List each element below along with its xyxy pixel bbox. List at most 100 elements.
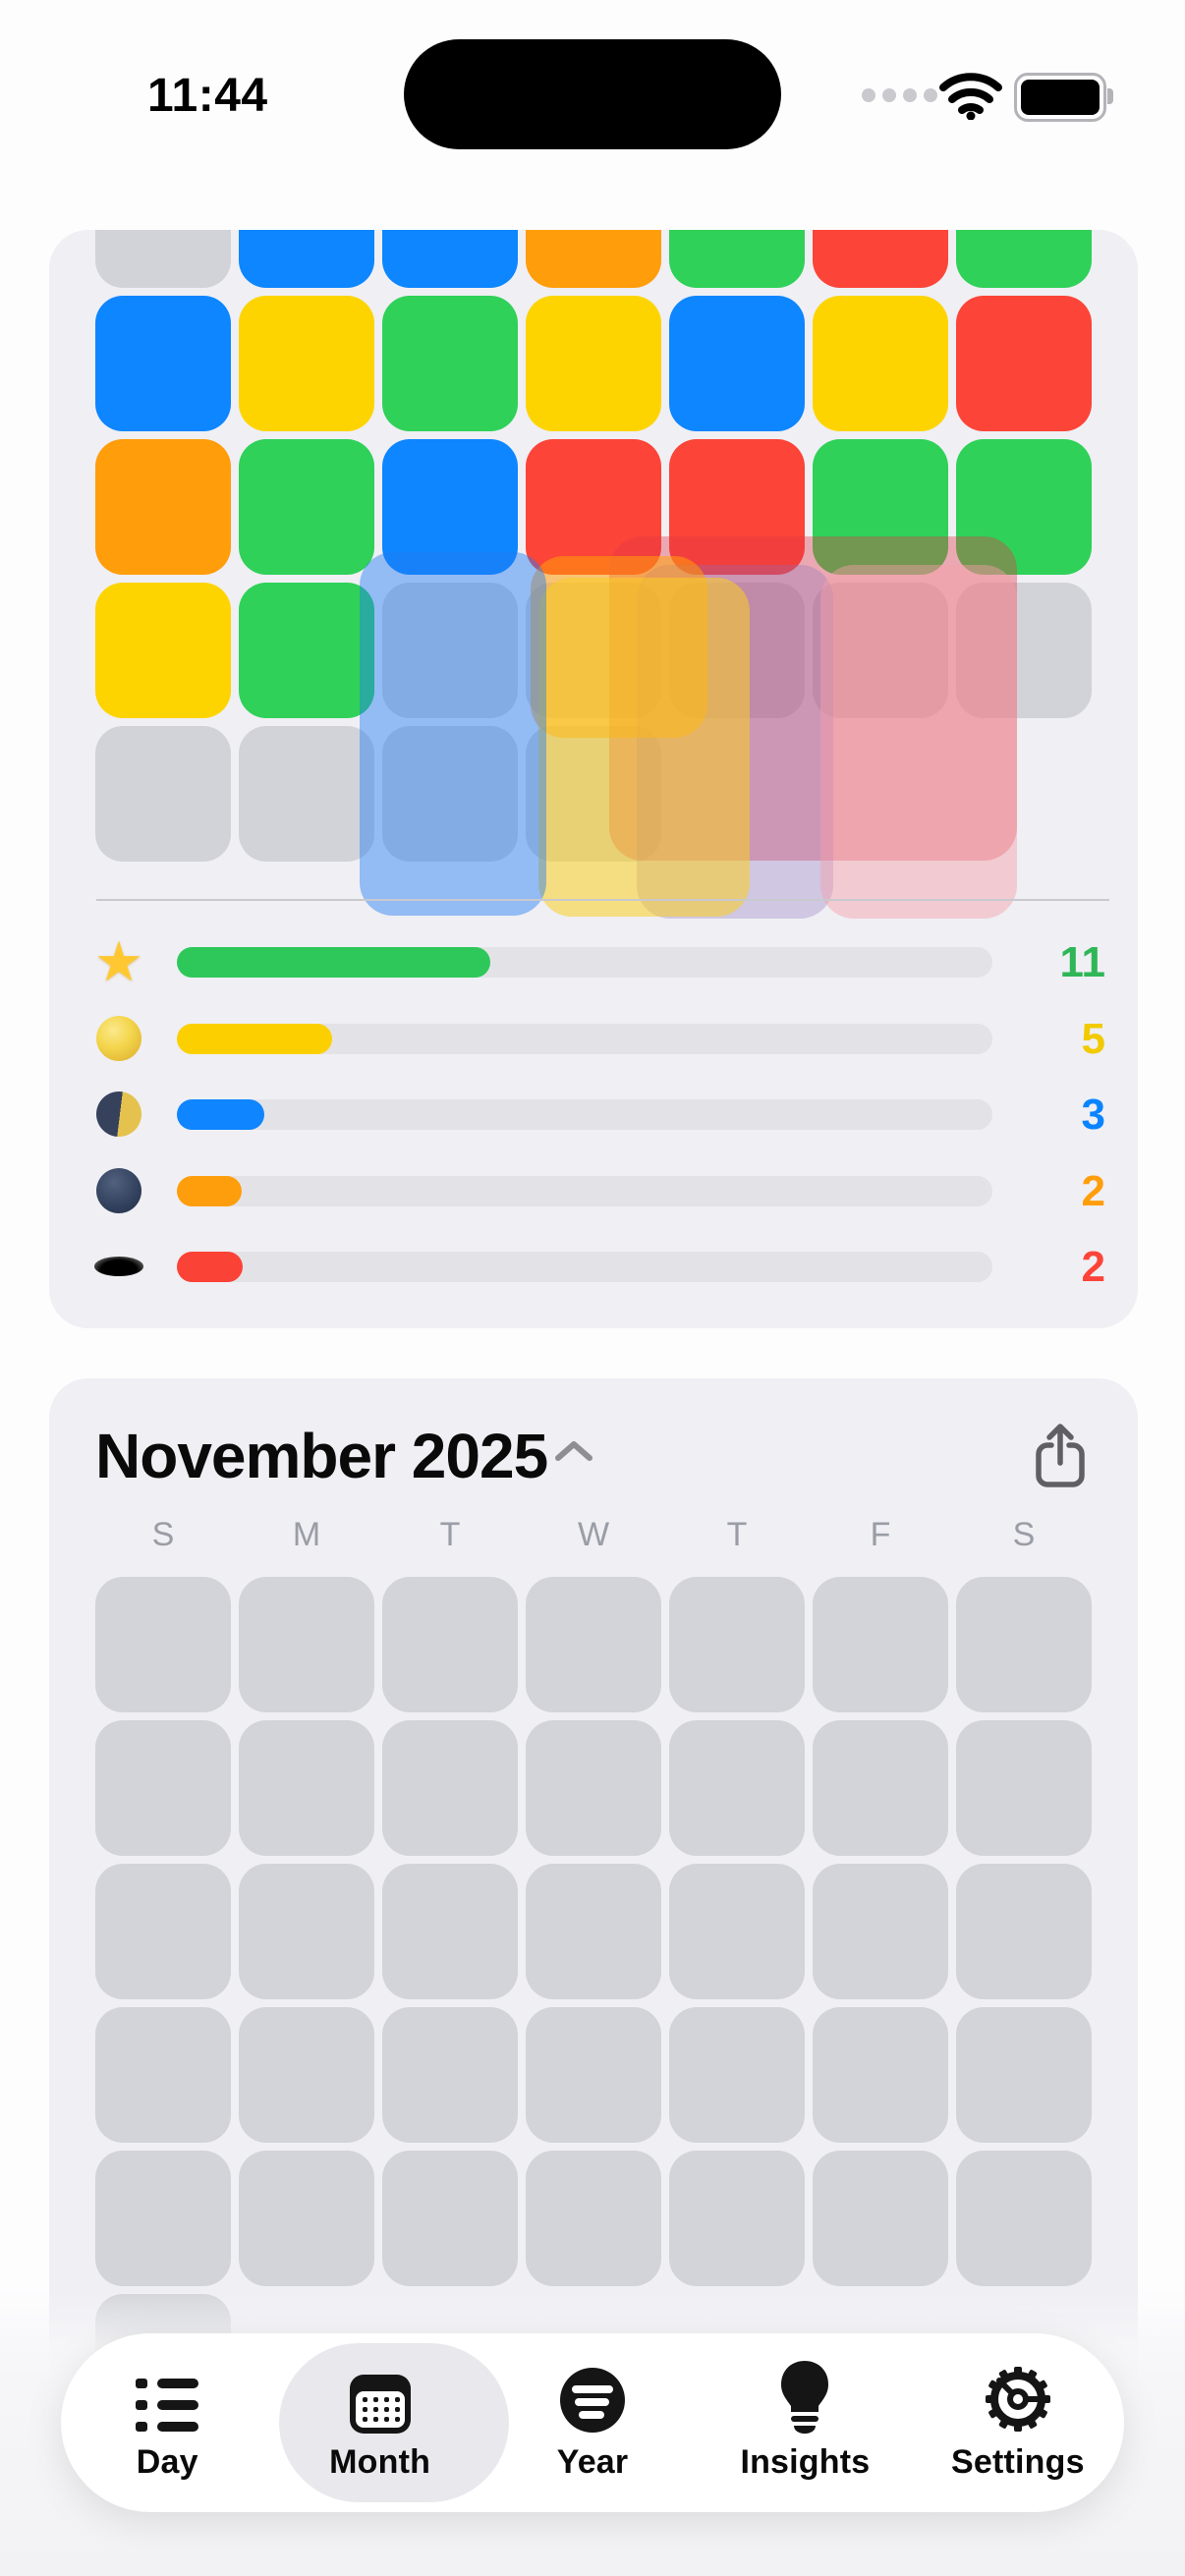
calendar-day-cell[interactable] bbox=[956, 2151, 1092, 2286]
legend-row-half-moon: 3 bbox=[49, 1086, 1138, 1143]
legend-row-full-moon: 5 bbox=[49, 1010, 1138, 1067]
calendar-icon bbox=[349, 2365, 411, 2434]
tab-bar: Day Month Year Insights Settings bbox=[61, 2333, 1124, 2512]
legend-bar-fill bbox=[177, 1099, 264, 1130]
calendar-day-cell[interactable] bbox=[526, 1720, 661, 1856]
mood-cell-r5c2[interactable] bbox=[239, 726, 374, 862]
mood-cell-r2c4[interactable] bbox=[526, 296, 661, 431]
calendar-day-cell[interactable] bbox=[526, 2151, 661, 2286]
mood-cell-r5c1[interactable] bbox=[95, 726, 231, 862]
calendar-day-cell[interactable] bbox=[239, 1864, 374, 1999]
calendar-day-cell[interactable] bbox=[813, 1577, 948, 1712]
calendar-day-cell[interactable] bbox=[669, 2151, 805, 2286]
tabs: Day Month Year Insights Settings bbox=[61, 2333, 1124, 2512]
calendar-day-cell[interactable] bbox=[95, 1720, 231, 1856]
legend-count: 3 bbox=[1081, 1091, 1105, 1139]
calendar-day-cell[interactable] bbox=[526, 1577, 661, 1712]
mood-cell-r2c1[interactable] bbox=[95, 296, 231, 431]
mood-cell-r1c4[interactable] bbox=[526, 230, 661, 288]
weekday-label: T bbox=[439, 1516, 461, 1553]
weekday-label: S bbox=[151, 1516, 175, 1553]
calendar-day-cell[interactable] bbox=[239, 2151, 374, 2286]
mood-cell-r1c6[interactable] bbox=[813, 230, 948, 288]
calendar-day-cell[interactable] bbox=[813, 1720, 948, 1856]
calendar-day-cell[interactable] bbox=[95, 2007, 231, 2143]
tab-label: Insights bbox=[740, 2442, 871, 2481]
legend-bar-track bbox=[177, 947, 992, 978]
status-bar: 11:44 bbox=[0, 0, 1185, 159]
cellular-dots-icon bbox=[862, 88, 937, 102]
tab-label: Day bbox=[136, 2442, 198, 2481]
mood-cell-r2c2[interactable] bbox=[239, 296, 374, 431]
calendar-day-cell[interactable] bbox=[813, 1864, 948, 1999]
battery-full-icon bbox=[1014, 73, 1113, 122]
tab-settings[interactable]: Settings bbox=[912, 2333, 1124, 2512]
calendar-title: November 2025 bbox=[95, 1421, 548, 1491]
calendar-day-cell[interactable] bbox=[239, 2007, 374, 2143]
chevron-up-icon[interactable] bbox=[553, 1439, 594, 1463]
calendar-day-cell[interactable] bbox=[95, 1864, 231, 1999]
calendar-day-cell[interactable] bbox=[382, 2007, 518, 2143]
calendar-day-cell[interactable] bbox=[239, 1720, 374, 1856]
legend-bar-fill bbox=[177, 1175, 242, 1206]
tab-day[interactable]: Day bbox=[61, 2333, 273, 2512]
mood-cell-r2c3[interactable] bbox=[382, 296, 518, 431]
mood-cell-r3c7[interactable] bbox=[956, 439, 1092, 575]
mood-cell-r3c2[interactable] bbox=[239, 439, 374, 575]
tab-year[interactable]: Year bbox=[486, 2333, 699, 2512]
calendar-day-cell[interactable] bbox=[526, 1864, 661, 1999]
mood-cell-r4c3[interactable] bbox=[382, 583, 518, 718]
mood-cell-r1c5[interactable] bbox=[669, 230, 805, 288]
mood-cell-r4c2[interactable] bbox=[239, 583, 374, 718]
dynamic-island bbox=[404, 39, 781, 149]
share-icon[interactable] bbox=[1034, 1422, 1087, 1488]
calendar-day-cell[interactable] bbox=[813, 2007, 948, 2143]
calendar-day-cell[interactable] bbox=[382, 1864, 518, 1999]
weekday-label: S bbox=[1012, 1516, 1036, 1553]
calendar-day-cell[interactable] bbox=[813, 2151, 948, 2286]
mood-cell-r3c6[interactable] bbox=[813, 439, 948, 575]
calendar-day-cell[interactable] bbox=[95, 2151, 231, 2286]
sphere-lines-icon bbox=[559, 2365, 626, 2434]
mood-cell-r2c7[interactable] bbox=[956, 296, 1092, 431]
calendar-day-cell[interactable] bbox=[956, 1864, 1092, 1999]
weekday-label: T bbox=[726, 1516, 748, 1553]
mood-cell-r5c3[interactable] bbox=[382, 726, 518, 862]
calendar-day-cell[interactable] bbox=[95, 1577, 231, 1712]
mood-cell-r1c1[interactable] bbox=[95, 230, 231, 288]
mood-cell-r4c1[interactable] bbox=[95, 583, 231, 718]
mood-cell-r1c3[interactable] bbox=[382, 230, 518, 288]
calendar-grid bbox=[95, 1577, 1092, 2430]
calendar-day-cell[interactable] bbox=[669, 1577, 805, 1712]
mood-cell-r4c7[interactable] bbox=[956, 583, 1092, 718]
mood-cell-r3c1[interactable] bbox=[95, 439, 231, 575]
tab-month[interactable]: Month bbox=[273, 2333, 485, 2512]
gear-icon bbox=[984, 2365, 1052, 2434]
mood-cell-r1c2[interactable] bbox=[239, 230, 374, 288]
calendar-day-cell[interactable] bbox=[956, 1720, 1092, 1856]
mood-cell-r2c6[interactable] bbox=[813, 296, 948, 431]
legend-bar-track bbox=[177, 1252, 992, 1282]
mood-cell-r2c5[interactable] bbox=[669, 296, 805, 431]
mood-cell-r3c4[interactable] bbox=[526, 439, 661, 575]
calendar-day-cell[interactable] bbox=[382, 2151, 518, 2286]
calendar-day-cell[interactable] bbox=[956, 2007, 1092, 2143]
tab-label: Year bbox=[556, 2442, 629, 2481]
mood-cell-r3c3[interactable] bbox=[382, 439, 518, 575]
calendar-day-cell[interactable] bbox=[956, 1577, 1092, 1712]
calendar-day-cell[interactable] bbox=[382, 1577, 518, 1712]
tab-insights[interactable]: Insights bbox=[699, 2333, 911, 2512]
mood-cell-r1c7[interactable] bbox=[956, 230, 1092, 288]
mood-cell-r3c5[interactable] bbox=[669, 439, 805, 575]
weekday-label: M bbox=[292, 1516, 321, 1553]
calendar-day-cell[interactable] bbox=[382, 1720, 518, 1856]
mood-cell-r4c6[interactable] bbox=[813, 583, 948, 718]
calendar-day-cell[interactable] bbox=[526, 2007, 661, 2143]
calendar-day-cell[interactable] bbox=[669, 1864, 805, 1999]
calendar-day-cell[interactable] bbox=[669, 2007, 805, 2143]
calendar-day-cell[interactable] bbox=[239, 1577, 374, 1712]
half-moon-icon bbox=[96, 1092, 141, 1137]
mood-summary-card: ★ 11 5 3 2 2 bbox=[49, 230, 1138, 1328]
legend-count: 5 bbox=[1081, 1014, 1105, 1063]
calendar-day-cell[interactable] bbox=[669, 1720, 805, 1856]
